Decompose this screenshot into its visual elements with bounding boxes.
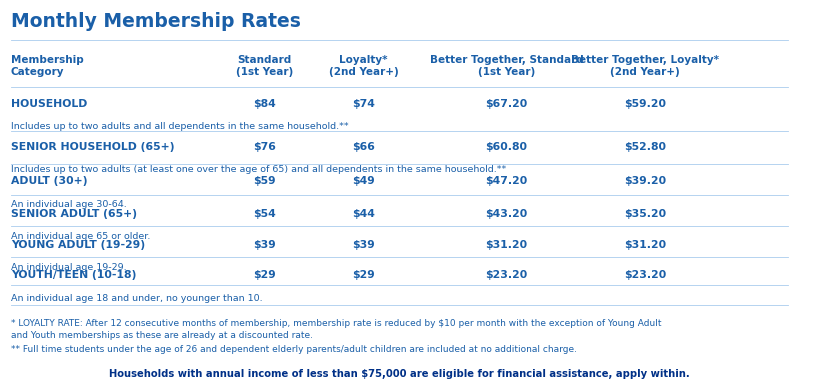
Text: ADULT (30+): ADULT (30+) [11,176,87,186]
Text: Loyalty*
(2nd Year+): Loyalty* (2nd Year+) [328,55,398,77]
Text: $39: $39 [352,240,374,250]
Text: $29: $29 [352,270,374,280]
Text: An individual age 19-29.: An individual age 19-29. [11,263,126,272]
Text: $39: $39 [253,240,275,250]
Text: $49: $49 [352,176,374,186]
Text: $31.20: $31.20 [485,240,527,250]
Text: $76: $76 [253,142,276,152]
Text: $52.80: $52.80 [623,142,665,152]
Text: $35.20: $35.20 [623,209,665,219]
Text: $31.20: $31.20 [623,240,665,250]
Text: SENIOR ADULT (65+): SENIOR ADULT (65+) [11,209,137,219]
Text: $43.20: $43.20 [485,209,527,219]
Text: Standard
(1st Year): Standard (1st Year) [236,55,292,77]
Text: An individual age 65 or older.: An individual age 65 or older. [11,232,150,241]
Text: Includes up to two adults and all dependents in the same household.**: Includes up to two adults and all depend… [11,122,348,131]
Text: $60.80: $60.80 [485,142,527,152]
Text: An individual age 30-64.: An individual age 30-64. [11,200,126,209]
Text: $59: $59 [253,176,275,186]
Text: $74: $74 [352,99,374,109]
Text: $67.20: $67.20 [485,99,527,109]
Text: YOUNG ADULT (19-29): YOUNG ADULT (19-29) [11,240,145,250]
Text: $23.20: $23.20 [485,270,527,280]
Text: $29: $29 [253,270,275,280]
Text: $59.20: $59.20 [623,99,665,109]
Text: $47.20: $47.20 [485,176,527,186]
Text: $84: $84 [253,99,275,109]
Text: SENIOR HOUSEHOLD (65+): SENIOR HOUSEHOLD (65+) [11,142,174,152]
Text: YOUTH/TEEN (10-18): YOUTH/TEEN (10-18) [11,270,136,280]
Text: Membership
Category: Membership Category [11,55,84,77]
Text: An individual age 18 and under, no younger than 10.: An individual age 18 and under, no young… [11,294,262,303]
Text: $39.20: $39.20 [623,176,665,186]
Text: Households with annual income of less than $75,000 are eligible for financial as: Households with annual income of less th… [109,369,689,379]
Text: HOUSEHOLD: HOUSEHOLD [11,99,87,109]
Text: $54: $54 [253,209,275,219]
Text: Monthly Membership Rates: Monthly Membership Rates [11,12,301,31]
Text: $23.20: $23.20 [623,270,666,280]
Text: Better Together, Standard
(1st Year): Better Together, Standard (1st Year) [429,55,582,77]
Text: $44: $44 [352,209,374,219]
Text: * LOYALTY RATE: After 12 consecutive months of membership, membership rate is re: * LOYALTY RATE: After 12 consecutive mon… [11,319,660,340]
Text: Includes up to two adults (at least one over the age of 65) and all dependents i: Includes up to two adults (at least one … [11,165,505,174]
Text: $66: $66 [352,142,374,152]
Text: Better Together, Loyalty*
(2nd Year+): Better Together, Loyalty* (2nd Year+) [571,55,718,77]
Text: ** Full time students under the age of 26 and dependent elderly parents/adult ch: ** Full time students under the age of 2… [11,345,576,354]
